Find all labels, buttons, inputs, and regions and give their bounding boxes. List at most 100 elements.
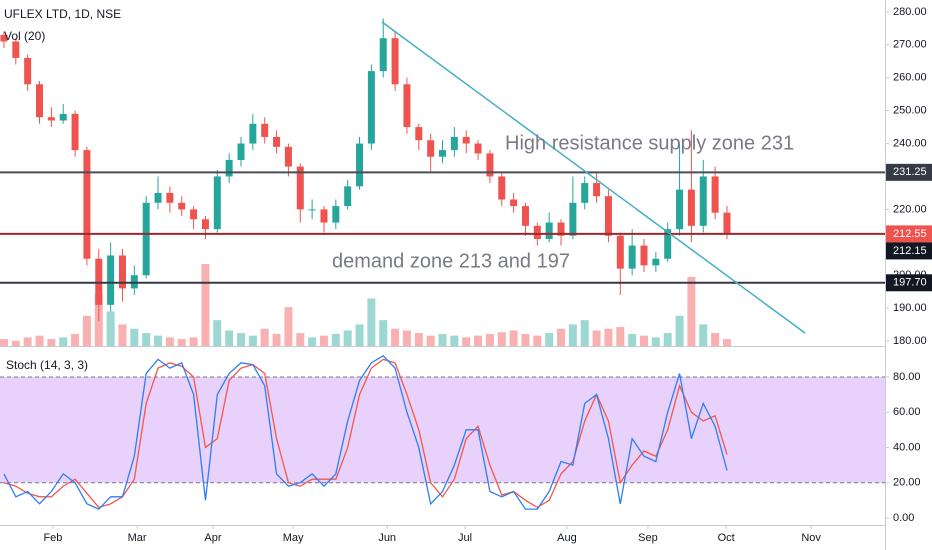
chart-title: UFLEX LTD, 1D, NSE <box>4 7 121 21</box>
stoch-band <box>0 376 885 483</box>
volume-bar <box>414 333 423 346</box>
volume-bar <box>628 333 637 346</box>
candle-body <box>699 176 707 226</box>
volume-bar <box>485 333 494 346</box>
volume-bar <box>391 328 400 346</box>
volume-bar <box>663 333 672 346</box>
candle-body <box>320 209 328 223</box>
candle-body <box>107 255 115 305</box>
volume-bar <box>11 340 20 346</box>
x-tick-label: Jun <box>378 532 396 544</box>
volume-bar <box>82 315 91 346</box>
volume-bar <box>699 324 708 346</box>
price-label: 231.25 <box>893 166 927 178</box>
y-tick-label: 20.00 <box>893 477 921 489</box>
candle-body <box>415 127 423 141</box>
x-tick-label: Apr <box>204 532 221 544</box>
volume-bar <box>47 339 56 346</box>
axis-layer: 180.00190.00200.00210.00220.00230.00240.… <box>43 6 932 544</box>
volume-bar <box>225 330 234 346</box>
candle-body <box>332 206 340 223</box>
candle-body <box>510 199 518 207</box>
candle-body <box>308 209 316 211</box>
volume-bar <box>142 333 151 346</box>
candle-body <box>664 229 672 259</box>
volume-bar <box>616 327 625 346</box>
price-label: 212.15 <box>893 245 927 257</box>
candle-body <box>225 159 233 177</box>
volume-bar <box>426 335 435 346</box>
candle-body <box>261 123 269 137</box>
candle-body <box>403 84 411 128</box>
volume-bar <box>154 335 163 346</box>
volume-bar <box>201 264 210 346</box>
candle-body <box>628 245 636 269</box>
volume-bar <box>284 307 293 346</box>
candle-body <box>545 222 553 240</box>
y-tick-label: 270.00 <box>893 39 927 51</box>
volume-bar <box>71 333 80 346</box>
candle-body <box>521 206 529 226</box>
candle-body <box>47 117 55 121</box>
volume-bar <box>367 298 376 346</box>
volume-bar <box>592 330 601 346</box>
candle-body <box>711 176 719 213</box>
price-label-box <box>886 242 932 260</box>
y-tick-label: 260.00 <box>893 72 927 84</box>
candle-body <box>427 140 435 157</box>
y-tick-label: 40.00 <box>893 441 921 453</box>
volume-bar <box>213 320 222 346</box>
candle-body <box>237 143 245 160</box>
y-tick-label: 190.00 <box>893 302 927 314</box>
x-tick-label: Feb <box>43 532 62 544</box>
candle-body <box>652 258 660 266</box>
x-tick-label: Mar <box>128 532 147 544</box>
volume-bar <box>343 330 352 346</box>
stoch-line <box>3 354 728 510</box>
candle-body <box>593 183 601 197</box>
candle-body <box>284 146 292 167</box>
annotation: High resistance supply zone 231 <box>505 132 794 154</box>
candle-body <box>474 143 482 154</box>
candle-body <box>462 136 470 144</box>
candle-body <box>166 192 174 203</box>
volume-bar <box>106 311 115 346</box>
volume-bar <box>568 324 577 346</box>
candle-body <box>213 176 221 230</box>
candle-body <box>367 71 375 144</box>
candle-body <box>676 189 684 230</box>
candle-body <box>569 202 577 236</box>
volume-bar <box>248 335 257 346</box>
price-label-box <box>886 163 932 181</box>
candle-body <box>178 202 186 210</box>
stoch-title: Stoch (14, 3, 3) <box>6 358 88 372</box>
candle-body <box>24 57 32 85</box>
candle-body <box>142 202 150 276</box>
candle-body <box>59 113 67 121</box>
volume-bar <box>604 328 613 346</box>
volume-bar <box>260 328 269 346</box>
volume-bar <box>379 320 388 346</box>
candle-body <box>439 150 446 157</box>
y-tick-label: 0.00 <box>893 512 914 524</box>
volume-bar <box>474 335 483 346</box>
volume-bar <box>651 337 660 346</box>
volume-bar <box>177 339 186 346</box>
volume-bar <box>165 337 174 346</box>
volume-bar <box>237 333 246 346</box>
candle-body <box>581 183 589 203</box>
volume-bar <box>296 333 305 346</box>
candle-body <box>723 212 731 234</box>
volume-bar <box>450 335 459 346</box>
trend-line <box>381 21 806 334</box>
volume-bar <box>118 324 127 346</box>
volume-bar <box>639 335 648 346</box>
y-tick-label: 280.00 <box>893 6 927 18</box>
candle-body <box>616 235 624 269</box>
volume-bar <box>0 339 8 346</box>
candle-body <box>604 196 612 236</box>
volume-bar <box>438 333 447 346</box>
volume-bar <box>35 335 44 346</box>
candle-body <box>36 84 44 118</box>
